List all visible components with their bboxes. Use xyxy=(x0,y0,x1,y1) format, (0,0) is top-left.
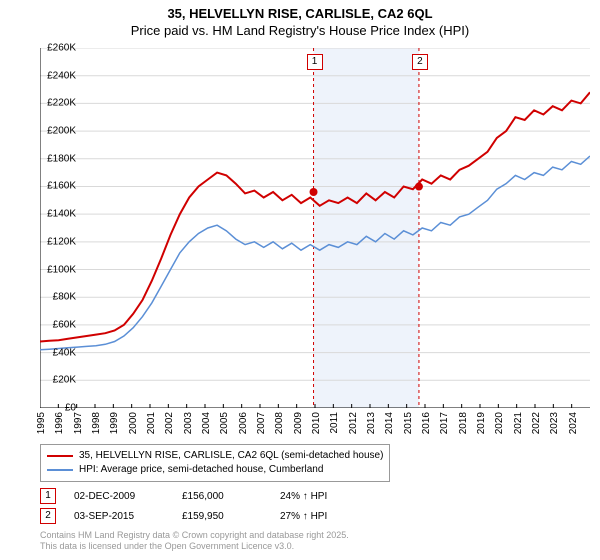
y-tick-label: £20K xyxy=(53,375,76,386)
sale-date: 03-SEP-2015 xyxy=(74,511,164,522)
sales-table: 1 02-DEC-2009 £156,000 24% ↑ HPI 2 03-SE… xyxy=(40,488,380,528)
table-row: 2 03-SEP-2015 £159,950 27% ↑ HPI xyxy=(40,508,380,524)
x-tick-label: 2006 xyxy=(238,412,249,434)
y-tick-label: £140K xyxy=(47,209,76,220)
x-tick-label: 2007 xyxy=(256,412,267,434)
x-tick-label: 1996 xyxy=(54,412,65,434)
sale-pct: 24% ↑ HPI xyxy=(280,491,380,502)
legend: 35, HELVELLYN RISE, CARLISLE, CA2 6QL (s… xyxy=(40,444,390,482)
legend-swatch xyxy=(47,455,73,457)
y-tick-label: £180K xyxy=(47,153,76,164)
x-tick-label: 2016 xyxy=(421,412,432,434)
x-tick-label: 2001 xyxy=(146,412,157,434)
sale-pct: 27% ↑ HPI xyxy=(280,511,380,522)
y-tick-label: £220K xyxy=(47,98,76,109)
y-tick-label: £120K xyxy=(47,236,76,247)
sale-marker-icon: 1 xyxy=(40,488,56,504)
marker-label-box: 2 xyxy=(412,54,428,70)
y-tick-label: £80K xyxy=(53,292,76,303)
x-tick-label: 2024 xyxy=(568,412,579,434)
sale-marker-icon: 2 xyxy=(40,508,56,524)
x-tick-label: 2020 xyxy=(494,412,505,434)
x-tick-label: 2018 xyxy=(458,412,469,434)
x-tick-label: 1997 xyxy=(73,412,84,434)
x-tick-label: 2003 xyxy=(183,412,194,434)
marker-label-box: 1 xyxy=(307,54,323,70)
chart-title: 35, HELVELLYN RISE, CARLISLE, CA2 6QL xyxy=(0,6,600,23)
x-tick-label: 2002 xyxy=(164,412,175,434)
y-tick-label: £160K xyxy=(47,181,76,192)
y-tick-label: £40K xyxy=(53,347,76,358)
legend-label: 35, HELVELLYN RISE, CARLISLE, CA2 6QL (s… xyxy=(79,449,383,463)
y-tick-label: £100K xyxy=(47,264,76,275)
chart-area: £0£20K£40K£60K£80K£100K£120K£140K£160K£1… xyxy=(40,48,590,408)
legend-item: HPI: Average price, semi-detached house,… xyxy=(47,463,383,477)
x-tick-label: 2022 xyxy=(531,412,542,434)
x-tick-label: 2004 xyxy=(201,412,212,434)
y-tick-label: £60K xyxy=(53,319,76,330)
y-tick-label: £200K xyxy=(47,126,76,137)
x-tick-label: 2008 xyxy=(274,412,285,434)
x-tick-label: 2005 xyxy=(219,412,230,434)
x-tick-label: 2013 xyxy=(366,412,377,434)
x-tick-label: 2009 xyxy=(293,412,304,434)
x-tick-label: 2015 xyxy=(403,412,414,434)
x-tick-label: 2010 xyxy=(311,412,322,434)
x-tick-label: 2014 xyxy=(384,412,395,434)
x-tick-label: 2017 xyxy=(439,412,450,434)
x-tick-label: 2000 xyxy=(128,412,139,434)
footer-attribution: Contains HM Land Registry data © Crown c… xyxy=(40,530,349,552)
title-block: 35, HELVELLYN RISE, CARLISLE, CA2 6QL Pr… xyxy=(0,0,600,40)
x-tick-label: 1998 xyxy=(91,412,102,434)
sale-date: 02-DEC-2009 xyxy=(74,491,164,502)
legend-swatch xyxy=(47,469,73,471)
y-tick-label: £260K xyxy=(47,43,76,54)
legend-item: 35, HELVELLYN RISE, CARLISLE, CA2 6QL (s… xyxy=(47,449,383,463)
x-tick-label: 2021 xyxy=(513,412,524,434)
chart-container: 35, HELVELLYN RISE, CARLISLE, CA2 6QL Pr… xyxy=(0,0,600,560)
chart-subtitle: Price paid vs. HM Land Registry's House … xyxy=(0,23,600,40)
y-tick-label: £240K xyxy=(47,70,76,81)
x-tick-label: 2011 xyxy=(329,412,340,434)
x-tick-label: 1995 xyxy=(36,412,47,434)
sale-price: £156,000 xyxy=(182,491,262,502)
legend-label: HPI: Average price, semi-detached house,… xyxy=(79,463,323,477)
x-tick-label: 2019 xyxy=(476,412,487,434)
footer-line: This data is licensed under the Open Gov… xyxy=(40,541,349,552)
table-row: 1 02-DEC-2009 £156,000 24% ↑ HPI xyxy=(40,488,380,504)
footer-line: Contains HM Land Registry data © Crown c… xyxy=(40,530,349,541)
x-tick-label: 1999 xyxy=(109,412,120,434)
chart-svg xyxy=(40,48,590,408)
x-tick-label: 2012 xyxy=(348,412,359,434)
sale-price: £159,950 xyxy=(182,511,262,522)
x-tick-label: 2023 xyxy=(549,412,560,434)
